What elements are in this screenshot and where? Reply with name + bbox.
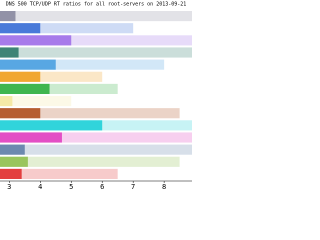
chart-title: DNS 500 TCP/UDP RT ratios for all root-s…: [6, 2, 187, 8]
x-tick-label: 4: [38, 183, 42, 191]
dense-band: [0, 108, 41, 119]
x-tick-label: 3: [7, 183, 11, 191]
dense-band: [0, 156, 28, 167]
sparse-band: [0, 35, 192, 46]
dense-band: [0, 168, 22, 179]
x-tick-label: 7: [131, 183, 135, 191]
sparse-band: [0, 144, 192, 155]
dense-band: [0, 11, 16, 22]
x-tick-label: 6: [100, 183, 104, 191]
dense-band: [0, 120, 103, 131]
x-tick-label: 8: [162, 183, 166, 191]
dense-band: [0, 71, 41, 82]
sparse-band: [0, 23, 134, 34]
sparse-band: [0, 83, 118, 94]
dense-band: [0, 132, 62, 143]
sparse-band: [0, 132, 192, 143]
dense-band: [0, 47, 19, 58]
dense-band: [0, 35, 72, 46]
dense-band: [0, 144, 25, 155]
sparse-band: [0, 156, 180, 167]
dense-band: [0, 96, 13, 107]
dense-band: [0, 83, 50, 94]
dense-band: [0, 59, 56, 70]
chart: DNS 500 TCP/UDP RT ratios for all root-s…: [0, 0, 192, 192]
sparse-band: [0, 96, 72, 107]
sparse-band: [0, 47, 192, 58]
x-tick-label: 5: [69, 183, 73, 191]
sparse-band: [0, 108, 180, 119]
sparse-band: [0, 59, 165, 70]
sparse-band: [0, 11, 192, 22]
sparse-band: [0, 168, 118, 179]
sparse-band: [0, 71, 103, 82]
dense-band: [0, 23, 41, 34]
